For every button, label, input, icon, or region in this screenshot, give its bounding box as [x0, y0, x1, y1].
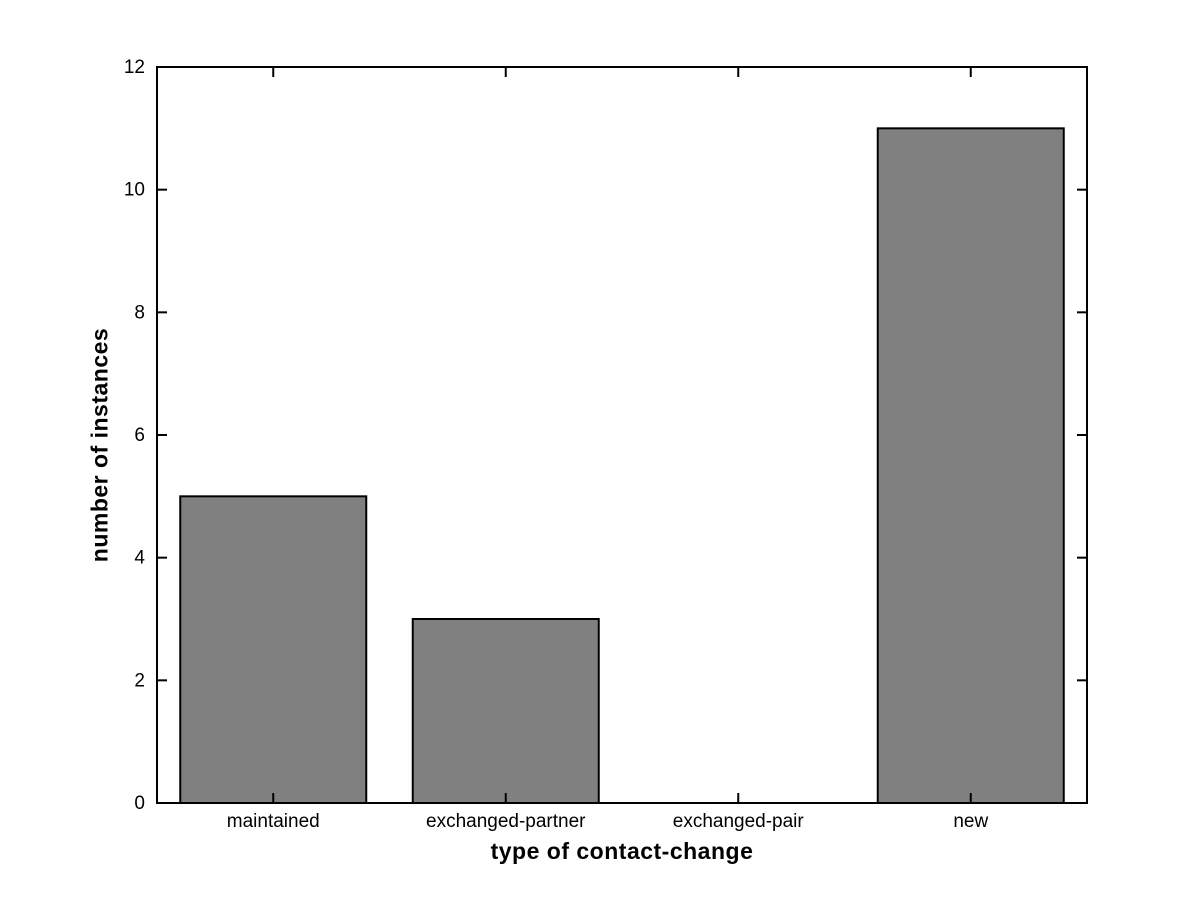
y-tick-label-6: 6 [134, 425, 145, 446]
x-tick-label-maintained: maintained [227, 811, 320, 832]
y-tick-label-0: 0 [134, 793, 145, 814]
y-tick-label-8: 8 [134, 302, 145, 323]
y-tick-label-4: 4 [134, 548, 145, 569]
y-tick-label-10: 10 [124, 180, 145, 201]
bar-exchanged-partner [411, 618, 600, 804]
bar-maintained [179, 495, 368, 804]
y-tick-label-12: 12 [124, 57, 145, 78]
bar-new [876, 127, 1065, 805]
y-axis-label: number of instances [86, 327, 113, 563]
x-tick-label-exchanged-partner: exchanged-partner [426, 811, 586, 832]
y-tick-label-2: 2 [134, 670, 145, 691]
x-tick-label-exchanged-pair: exchanged-pair [673, 811, 805, 832]
x-tick-label-new: new [953, 811, 988, 832]
x-axis-label: type of contact-change [490, 838, 754, 864]
